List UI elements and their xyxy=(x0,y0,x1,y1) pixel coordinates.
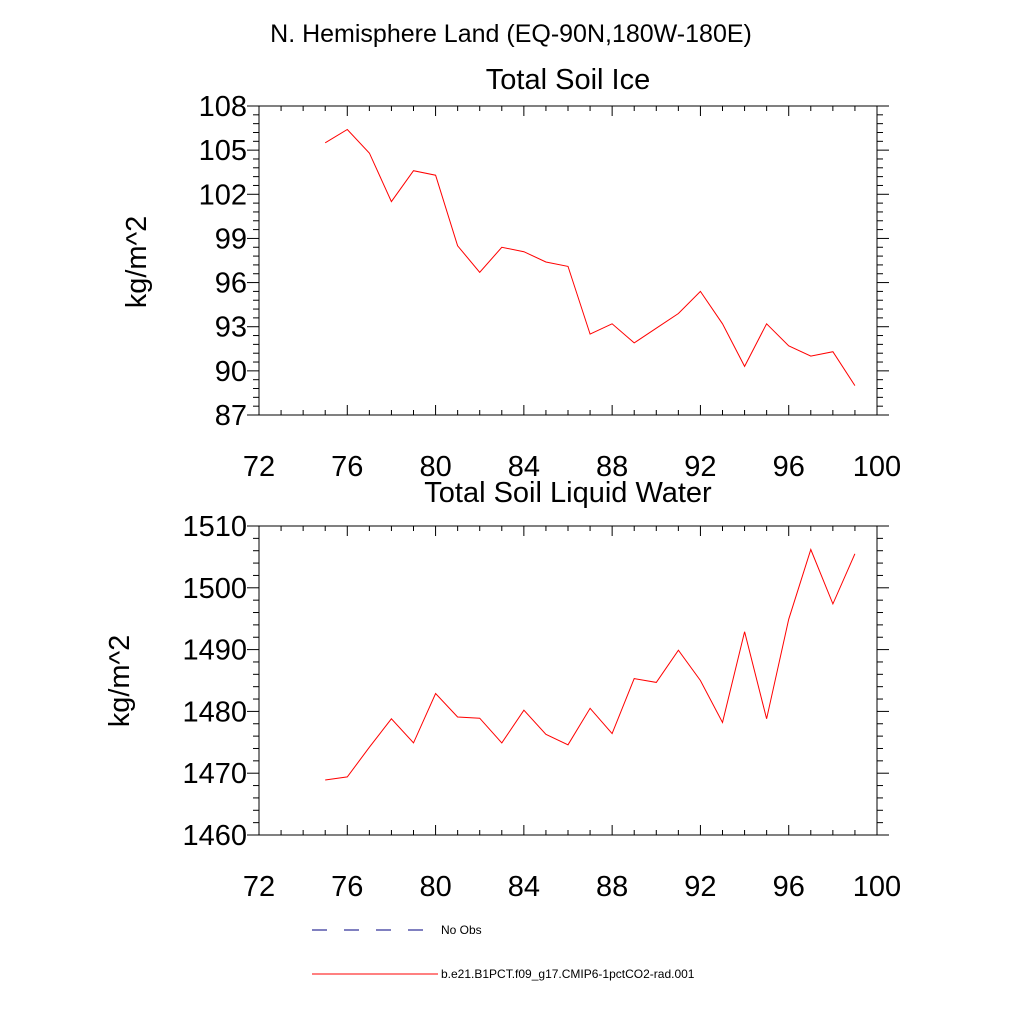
x-tick-label: 84 xyxy=(508,871,540,903)
x-tick-label: 96 xyxy=(773,871,805,903)
x-tick-label: 96 xyxy=(773,451,805,483)
y-tick-label: 105 xyxy=(199,135,247,167)
legend-label-no-obs: No Obs xyxy=(441,923,482,937)
plot-frame xyxy=(258,105,878,416)
x-tick-label: 76 xyxy=(331,451,363,483)
x-tick-label: 92 xyxy=(684,451,716,483)
y-tick-label: 1480 xyxy=(182,696,247,728)
y-tick-label: 102 xyxy=(199,179,247,211)
plot-frame xyxy=(258,525,878,836)
x-tick-label: 76 xyxy=(331,871,363,903)
series-line xyxy=(324,128,856,386)
panel-total-soil-liquid-water: Total Soil Liquid Water kg/m^2 72 76 80 84 8… xyxy=(104,477,901,903)
series-line xyxy=(325,548,856,781)
x-tick-label: 72 xyxy=(243,871,275,903)
x-tick-label: 72 xyxy=(243,451,275,483)
y-tick-label: 1460 xyxy=(182,820,247,852)
y-tick-label: 96 xyxy=(215,268,247,300)
x-tick-label: 88 xyxy=(596,451,628,483)
y-tick-label: 93 xyxy=(215,312,247,344)
panel-title: Total Soil Liquid Water xyxy=(424,477,712,509)
y-tick-label: 108 xyxy=(199,91,247,123)
x-tick-label: 84 xyxy=(508,451,540,483)
x-tick-label: 92 xyxy=(684,871,716,903)
legend: No Obs b.e21.B1PCT.f09_g17.CMIP6-1pctCO2… xyxy=(312,923,695,981)
figure-title: N. Hemisphere Land (EQ-90N,180W-180E) xyxy=(270,20,752,48)
x-tick-label: 88 xyxy=(596,871,628,903)
legend-label-series: b.e21.B1PCT.f09_g17.CMIP6-1pctCO2-rad.00… xyxy=(441,967,695,981)
x-tick-label: 80 xyxy=(419,451,451,483)
x-tick-label: 80 xyxy=(419,871,451,903)
y-axis-label: kg/m^2 xyxy=(121,216,153,309)
y-tick-label: 1500 xyxy=(182,573,247,605)
x-tick-label: 100 xyxy=(853,871,901,903)
y-tick-label: 90 xyxy=(215,356,247,388)
y-tick-label: 1510 xyxy=(182,511,247,543)
panel-total-soil-ice: Total Soil Ice kg/m^2 72 76 80 84 88 92 96 100 8… xyxy=(121,64,901,483)
y-tick-label: 1490 xyxy=(182,635,247,667)
y-axis-label: kg/m^2 xyxy=(104,635,136,728)
y-tick-label: 99 xyxy=(215,223,247,255)
panel-title: Total Soil Ice xyxy=(486,64,650,96)
y-tick-label: 87 xyxy=(215,400,247,432)
x-tick-label: 100 xyxy=(853,451,901,483)
y-tick-label: 1470 xyxy=(182,758,247,790)
